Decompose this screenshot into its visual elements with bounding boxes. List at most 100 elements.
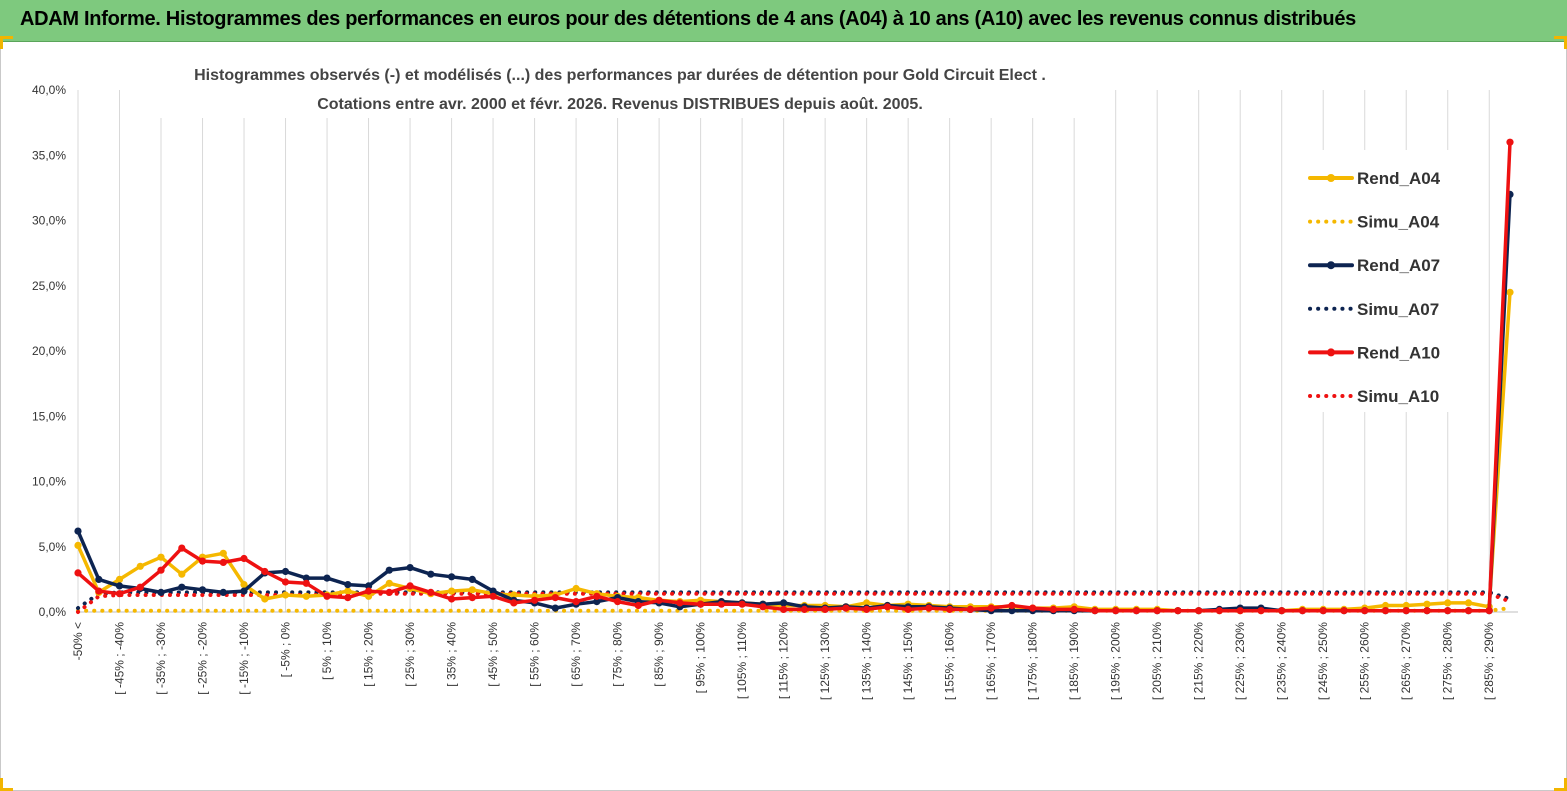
legend-box (1296, 150, 1456, 412)
data-point (1236, 607, 1244, 615)
data-point (1381, 607, 1390, 615)
data-point (468, 594, 476, 602)
data-point (115, 575, 124, 584)
data-point (572, 584, 580, 593)
x-tick-label: [ 115% ; 120% (777, 622, 791, 699)
y-tick-label: 30,0% (32, 214, 66, 228)
data-point (593, 592, 601, 600)
data-point (655, 596, 663, 604)
x-tick-label: [ -15% ; -10% (237, 622, 251, 695)
data-point (1132, 607, 1140, 615)
y-tick-label: 40,0% (32, 83, 66, 97)
data-point (178, 570, 186, 578)
x-tick-label: [ 205% ; 210% (1150, 622, 1164, 700)
data-point (510, 591, 518, 599)
data-point (551, 594, 559, 602)
data-point (178, 583, 186, 591)
data-point (281, 567, 290, 576)
data-point (1506, 138, 1514, 146)
data-point (1381, 601, 1390, 610)
legend-label: Rend_A10 (1357, 343, 1440, 362)
data-point (323, 592, 331, 600)
data-point (1319, 607, 1327, 615)
x-tick-label: [ -5% ; 0% (279, 622, 293, 678)
data-point (385, 566, 393, 574)
data-point (198, 557, 207, 565)
data-point (780, 605, 788, 614)
data-point (365, 582, 373, 590)
data-point (1091, 607, 1099, 615)
x-tick-label: [ 285% ; 290% (1482, 622, 1496, 700)
data-point (1215, 607, 1223, 615)
data-point (1444, 599, 1452, 607)
data-point (676, 599, 684, 607)
data-point (468, 586, 476, 594)
x-tick-label: [ 45% ; 50% (486, 622, 500, 687)
data-point (427, 588, 435, 597)
data-point (1008, 607, 1016, 615)
data-point (136, 562, 144, 570)
data-point (800, 605, 809, 614)
x-tick-label: [ 275% ; 280% (1441, 622, 1455, 700)
x-axis: -50% < [ -45% ; -40% [ -35% ; -30% [ -25% ;… (71, 622, 1496, 700)
data-point (1444, 607, 1452, 615)
x-tick-label: [ 65% ; 70% (569, 622, 583, 687)
data-point (1506, 288, 1514, 296)
data-point (448, 573, 456, 581)
data-point (1402, 607, 1410, 615)
legend-label: Simu_A07 (1357, 300, 1439, 319)
data-point (531, 596, 539, 604)
data-point (302, 592, 310, 600)
data-point (1402, 601, 1410, 610)
data-point (240, 581, 248, 589)
x-tick-label: [ -45% ; -40% (113, 622, 127, 695)
data-point (863, 599, 871, 607)
y-tick-label: 25,0% (32, 279, 66, 293)
data-point (427, 570, 435, 578)
data-point (1257, 607, 1265, 615)
x-tick-label: [ 135% ; 140% (860, 622, 874, 700)
x-tick-label: [ 85% ; 90% (652, 622, 666, 687)
data-point (1485, 607, 1493, 615)
data-point (1361, 607, 1369, 615)
legend-label: Rend_A04 (1357, 169, 1441, 188)
data-point (551, 604, 559, 612)
data-point (1008, 601, 1016, 610)
legend-marker (1327, 261, 1335, 270)
data-point (157, 553, 165, 561)
data-point (302, 579, 310, 587)
data-point (572, 598, 580, 606)
x-tick-label: [ 185% ; 190% (1067, 622, 1081, 700)
x-tick-label: -50% < (71, 622, 85, 660)
data-point (136, 583, 144, 591)
data-point (634, 601, 642, 610)
data-point (365, 587, 373, 595)
corner-mark-top-left (0, 36, 13, 49)
series-lines (74, 138, 1514, 615)
y-axis: 0,0% 5,0% 10,0% 15,0% 20,0% 25,0% 30,0% 35,0% 40… (32, 83, 66, 619)
data-point (1278, 607, 1286, 615)
series-line-rend-a04 (76, 290, 1512, 613)
x-tick-label: [ 125% ; 130% (818, 622, 832, 700)
legend-label: Simu_A10 (1357, 387, 1439, 406)
data-point (1423, 607, 1431, 615)
x-tick-label: [ 35% ; 40% (445, 622, 459, 687)
data-point (1029, 604, 1037, 612)
y-tick-label: 10,0% (32, 475, 66, 489)
corner-mark-top-right (1554, 36, 1567, 49)
data-point (1464, 607, 1473, 615)
legend: Rend_A04 Simu_A04 Rend_A07 Simu_A07 Rend_A10… (1296, 150, 1456, 412)
data-point (115, 582, 124, 590)
data-point (1298, 607, 1307, 615)
data-point (1195, 607, 1203, 615)
data-point (1112, 607, 1120, 615)
data-point (468, 575, 476, 584)
x-tick-label: [ 145% ; 150% (901, 622, 915, 700)
data-point (966, 605, 975, 614)
data-point (157, 566, 165, 574)
data-point (1070, 605, 1078, 614)
chart-title-line-2: Cotations entre avr. 2000 et févr. 2026.… (317, 96, 923, 113)
data-point (904, 605, 912, 614)
chart-title-group: Histogrammes observés (-) et modélisés (… (150, 60, 1090, 118)
data-point (842, 604, 850, 612)
